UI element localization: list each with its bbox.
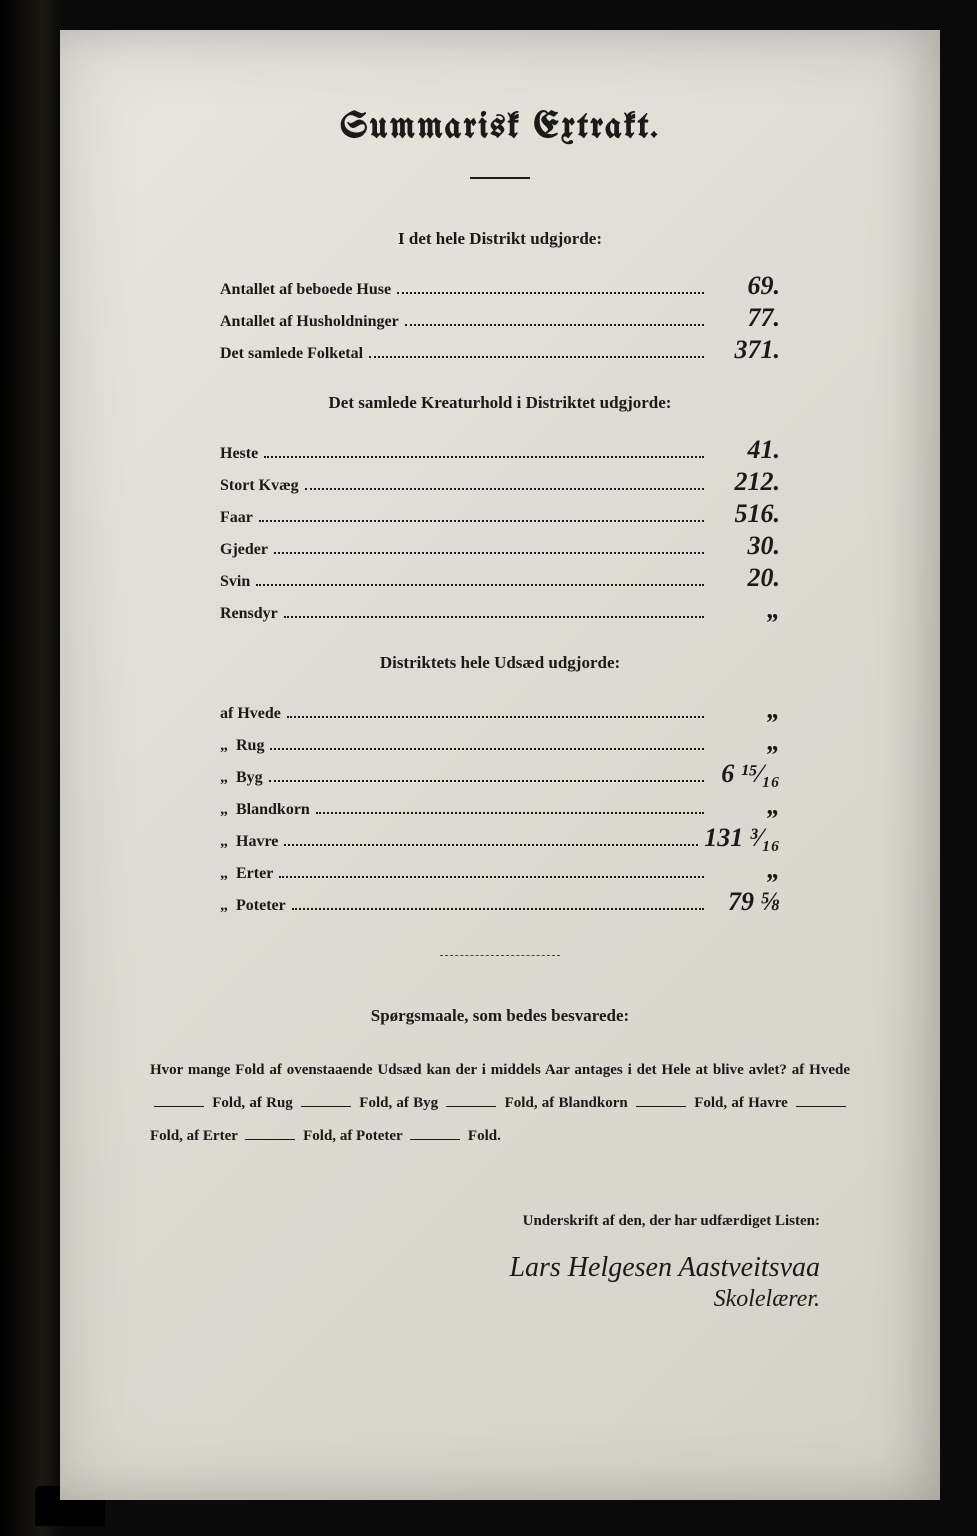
row-label: „ Blandkorn <box>220 801 310 819</box>
row-houses: Antallet af beboede Huse 69. <box>220 273 780 299</box>
row-cattle: Stort Kvæg 212. <box>220 469 780 495</box>
signature-name: Lars Helgesen Aastveitsvaa <box>140 1250 820 1286</box>
row-barley: „ Byg 6 ¹⁵⁄₁₆ <box>220 761 780 787</box>
page-title: Summarisk Extrakt. <box>140 110 860 147</box>
blank-field <box>410 1127 460 1141</box>
book-binding <box>0 0 60 1536</box>
q-part: Fold, af Byg <box>359 1095 438 1111</box>
row-value: 371. <box>710 337 780 363</box>
q-part: Fold, <box>212 1095 245 1111</box>
row-value: 20. <box>710 565 780 591</box>
row-pigs: Svin 20. <box>220 565 780 591</box>
document-page: Summarisk Extrakt. I det hele Distrikt u… <box>60 30 940 1500</box>
leader-dots <box>269 780 704 782</box>
leader-dots <box>369 356 704 358</box>
blank-field <box>446 1094 496 1108</box>
row-value: „ <box>710 697 780 723</box>
questions-heading: Spørgsmaale, som bedes besvarede: <box>140 1006 860 1026</box>
section2-heading: Det samlede Kreaturhold i Distriktet udg… <box>140 393 860 413</box>
q-part: Fold, <box>303 1128 336 1144</box>
row-label: af Hvede <box>220 705 281 723</box>
row-value: 69. <box>710 273 780 299</box>
row-label: Heste <box>220 445 258 463</box>
section3-rows: af Hvede „ „ Rug „ „ Byg 6 ¹⁵⁄₁₆ „ Bland… <box>220 697 780 915</box>
row-mixed-grain: „ Blandkorn „ <box>220 793 780 819</box>
row-value: 131 ³⁄₁₆ <box>704 825 780 851</box>
row-value: 6 ¹⁵⁄₁₆ <box>710 761 780 787</box>
signature-label: Underskrift af den, der har udfærdiget L… <box>140 1213 820 1230</box>
section3-heading: Distriktets hele Udsæd udgjorde: <box>140 653 860 673</box>
blank-field <box>301 1094 351 1108</box>
title-rule <box>470 177 530 179</box>
row-horses: Heste 41. <box>220 437 780 463</box>
blank-field <box>154 1094 204 1108</box>
blank-field <box>636 1094 686 1108</box>
row-value: „ <box>710 793 780 819</box>
leader-dots <box>287 716 704 718</box>
q-part: Fold, af Havre <box>694 1095 788 1111</box>
row-label: „ Byg <box>220 769 263 787</box>
row-reindeer: Rensdyr „ <box>220 597 780 623</box>
row-label: Rensdyr <box>220 605 278 623</box>
section1-heading: I det hele Distrikt udgjorde: <box>140 229 860 249</box>
row-sheep: Faar 516. <box>220 501 780 527</box>
row-label: Det samlede Folketal <box>220 345 363 363</box>
row-value: „ <box>710 597 780 623</box>
q-part: af Rug <box>249 1095 292 1111</box>
signature-role: Skolelærer. <box>140 1286 820 1313</box>
row-label: „ Rug <box>220 737 264 755</box>
q-part: Fold, af Blandkorn <box>505 1095 628 1111</box>
leader-dots <box>256 584 704 586</box>
row-label: Stort Kvæg <box>220 477 299 495</box>
section2-rows: Heste 41. Stort Kvæg 212. Faar 516. Gjed… <box>220 437 780 623</box>
row-label: Svin <box>220 573 250 591</box>
row-value: 77. <box>710 305 780 331</box>
questions-text: Hvor mange Fold af ovenstaaende Udsæd ka… <box>140 1054 860 1153</box>
row-households: Antallet af Husholdninger 77. <box>220 305 780 331</box>
blank-field <box>245 1127 295 1141</box>
row-label: Gjeder <box>220 541 268 559</box>
row-goats: Gjeder 30. <box>220 533 780 559</box>
row-wheat: af Hvede „ <box>220 697 780 723</box>
leader-dots <box>405 324 704 326</box>
leader-dots <box>270 748 704 750</box>
q-part: Fold, af Erter <box>150 1128 238 1144</box>
q-part: Hvor mange Fold af ovenstaaende Udsæd ka… <box>150 1062 850 1078</box>
q-part: af Poteter <box>340 1128 403 1144</box>
leader-dots <box>264 456 704 458</box>
row-label: Antallet af Husholdninger <box>220 313 399 331</box>
row-label: „ Poteter <box>220 897 286 915</box>
row-value: 30. <box>710 533 780 559</box>
leader-dots <box>316 812 704 814</box>
leader-dots <box>284 844 698 846</box>
row-value: „ <box>710 729 780 755</box>
row-population: Det samlede Folketal 371. <box>220 337 780 363</box>
leader-dots <box>292 908 704 910</box>
row-oats: „ Havre 131 ³⁄₁₆ <box>220 825 780 851</box>
row-peas: „ Erter „ <box>220 857 780 883</box>
row-value: 79 ⅝ <box>710 889 780 915</box>
leader-dots <box>279 876 704 878</box>
leader-dots <box>305 488 704 490</box>
signature-block: Underskrift af den, der har udfærdiget L… <box>140 1213 860 1313</box>
q-part: Fold. <box>468 1128 501 1144</box>
row-value: „ <box>710 857 780 883</box>
row-label: Antallet af beboede Huse <box>220 281 391 299</box>
row-value: 212. <box>710 469 780 495</box>
row-value: 516. <box>710 501 780 527</box>
leader-dots <box>397 292 704 294</box>
section1-rows: Antallet af beboede Huse 69. Antallet af… <box>220 273 780 363</box>
row-label: Faar <box>220 509 253 527</box>
divider-rule <box>440 955 560 956</box>
row-value: 41. <box>710 437 780 463</box>
row-rye: „ Rug „ <box>220 729 780 755</box>
leader-dots <box>274 552 704 554</box>
blank-field <box>796 1094 846 1108</box>
row-label: „ Havre <box>220 833 278 851</box>
leader-dots <box>259 520 704 522</box>
leader-dots <box>284 616 704 618</box>
row-label: „ Erter <box>220 865 273 883</box>
row-potatoes: „ Poteter 79 ⅝ <box>220 889 780 915</box>
